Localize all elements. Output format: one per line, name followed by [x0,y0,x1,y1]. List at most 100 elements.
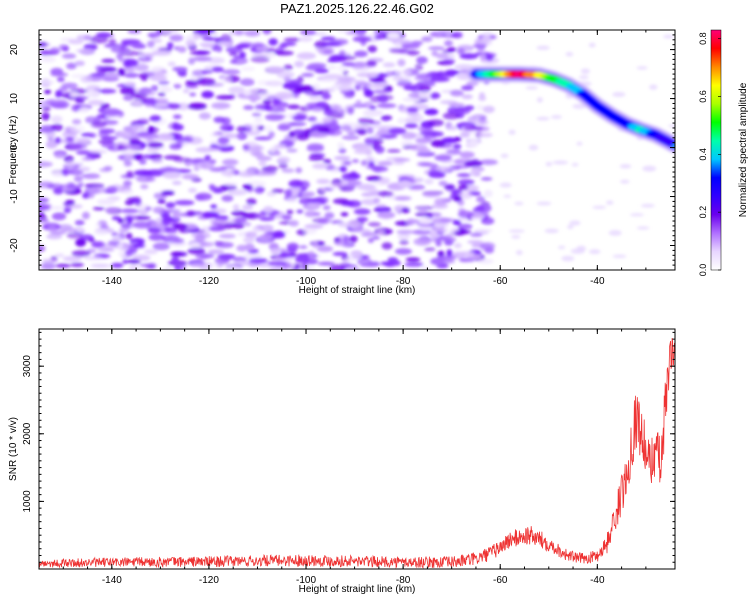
noise-blob [349,171,358,179]
noise-blob [155,133,174,141]
noise-blob [166,42,174,49]
noise-blob [295,133,310,141]
noise-blob [51,171,65,177]
noise-blob [457,179,475,186]
noise-blob [171,256,180,264]
noise-blob [144,249,158,255]
noise-blob [273,230,286,239]
noise-blob [374,34,385,40]
noise-blob [221,69,241,75]
noise-blob [65,184,82,190]
noise-blob [74,219,85,226]
noise-blob [159,84,170,89]
noise-blob [342,69,349,77]
colorbar-axis: 0.0 0.2 0.4 0.6 0.8 [698,32,721,276]
noise-blob [421,36,433,42]
noise-blob [567,224,574,230]
noise-blob [437,228,449,233]
noise-blob [429,238,438,242]
noise-blob [93,229,108,236]
noise-blob [317,126,330,134]
noise-blob [468,139,479,148]
noise-blob [260,224,274,233]
noise-blob [322,205,331,211]
noise-blob [74,60,85,66]
noise-blob [316,178,330,184]
noise-blob [480,177,493,181]
noise-blob [360,160,368,166]
noise-blob [284,189,293,197]
noise-blob [619,164,632,169]
noise-blob [90,263,111,268]
noise-blob [357,217,369,222]
noise-blob [91,121,108,127]
noise-blob [254,116,263,123]
noise-blob [157,92,166,97]
colorbar-label: Normalized spectral amplitude [738,82,749,217]
noise-blob [87,99,105,106]
noise-blob [312,241,319,248]
noise-blob [133,153,143,161]
noise-blob [287,197,298,203]
noise-blob [274,151,281,156]
noise-blob [375,145,385,154]
noise-blob [309,132,329,138]
noise-blob [72,119,82,125]
noise-blob [209,167,228,172]
noise-blob [442,236,457,243]
noise-blob [195,192,212,201]
noise-blob [39,100,47,108]
noise-blob [281,214,292,221]
noise-blob [299,180,310,189]
noise-blob [372,89,389,94]
noise-blob [295,85,316,93]
noise-blob [359,262,380,268]
noise-blob [123,180,132,187]
noise-blob [40,262,56,270]
noise-blob [116,243,124,250]
noise-blob [296,209,304,214]
noise-blob [229,51,238,56]
noise-blob [274,144,287,149]
noise-blob [435,166,452,173]
noise-blob [351,159,360,163]
noise-blob [212,188,224,194]
noise-blob [404,123,418,129]
noise-blob [71,250,91,257]
noise-blob [204,155,211,161]
noise-blob [337,85,354,92]
noise-blob [124,81,136,86]
noise-blob [185,79,199,86]
noise-blob [480,52,487,61]
noise-blob [393,196,412,201]
noise-blob [40,80,55,85]
noise-blob [576,141,583,146]
noise-blob [364,137,378,146]
noise-blob [266,53,276,58]
noise-blob [395,70,413,75]
noise-blob [388,127,407,135]
colorbar [711,30,721,270]
noise-blob [636,226,650,230]
noise-blob [101,58,115,64]
noise-blob [307,62,327,69]
noise-blob [242,184,253,190]
noise-blob [479,242,496,250]
noise-blob [430,77,450,82]
noise-blob [120,222,135,229]
noise-blob [441,137,458,144]
noise-blob [228,86,245,94]
noise-blob [291,91,300,98]
noise-blob [231,210,247,217]
noise-blob [386,32,400,39]
noise-blob [342,184,357,189]
noise-blob [354,124,371,132]
noise-blob [245,231,258,239]
noise-blob [421,266,430,270]
noise-blob [41,106,51,112]
noise-blob [193,166,200,172]
y-tick-label: 0 [9,144,20,150]
noise-blob [235,30,244,36]
noise-blob [377,161,393,166]
noise-blob [340,212,349,217]
